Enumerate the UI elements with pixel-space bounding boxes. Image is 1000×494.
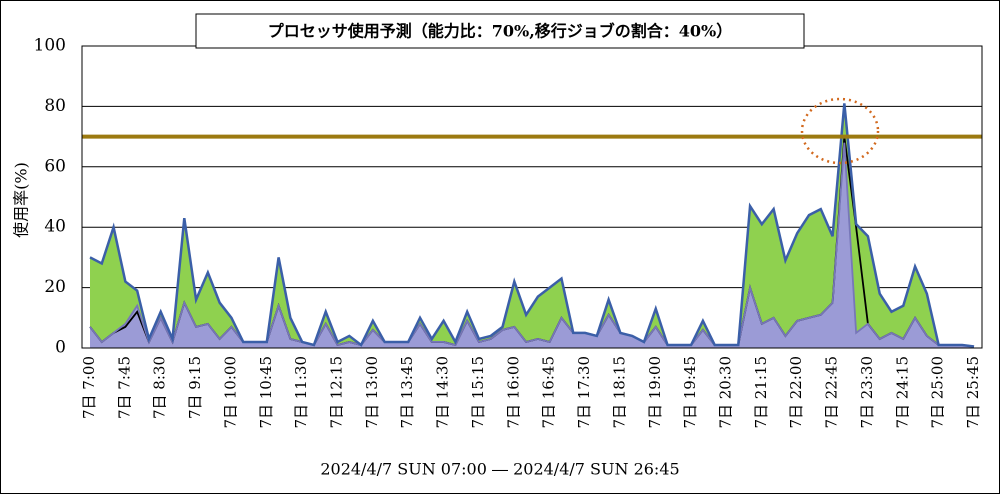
x-tick-label: 7日 18:15 [610,356,628,429]
y-tick-label: 100 [34,36,66,56]
highlight-circle [800,97,880,165]
x-tick-label: 7日 17:30 [575,356,593,429]
x-tick-label: 7日 23:30 [858,356,876,429]
x-tick-label: 7日 25:00 [929,356,947,429]
y-tick-label: 80 [44,96,66,116]
x-tick-label: 7日 7:45 [115,356,133,419]
x-tick-label: 7日 11:30 [292,356,310,429]
x-tick-label: 7日 24:15 [893,356,911,429]
y-tick-label: 40 [44,217,66,237]
x-tick-label: 7日 22:00 [787,356,805,429]
y-tick-label: 20 [44,277,66,297]
x-tick-label: 7日 12:15 [328,356,346,429]
x-tick-label: 7日 22:45 [823,356,841,429]
y-tick-label: 60 [44,156,66,176]
x-tick-label: 7日 14:30 [434,356,452,429]
chart-title: プロセッサ使用予測（能力比：70%,移行ジョブの割合：40%） [268,22,733,41]
title-box [195,13,805,49]
x-tick-label: 7日 13:45 [398,356,416,429]
x-tick-label: 7日 15:15 [469,356,487,429]
y-tick-label: 0 [55,338,66,358]
x-tick-label: 7日 13:00 [363,356,381,429]
x-tick-label: 7日 19:45 [681,356,699,429]
y-axis-label: 使用率(%) [12,162,31,238]
x-tick-label: 7日 10:45 [257,356,275,429]
line [89,103,975,348]
x-tick-label: 7日 20:30 [716,356,734,429]
x-tick-label: 7日 16:00 [504,356,522,429]
x-axis-label: 2024/4/7 SUN 07:00 ― 2024/4/7 SUN 26:45 [320,460,679,479]
x-tick-label: 7日 8:30 [151,356,169,419]
x-tick-label: 7日 21:15 [752,356,770,429]
x-tick-label: 7日 10:00 [221,356,239,429]
line [89,142,975,348]
x-tick-label: 7日 16:45 [540,356,558,429]
x-tick-label: 7日 25:45 [964,356,982,429]
x-tick-label: 7日 9:15 [186,356,204,419]
area [90,103,974,348]
x-tick-label: 7日 19:00 [646,356,664,429]
x-tick-label: 7日 7:00 [80,356,98,419]
